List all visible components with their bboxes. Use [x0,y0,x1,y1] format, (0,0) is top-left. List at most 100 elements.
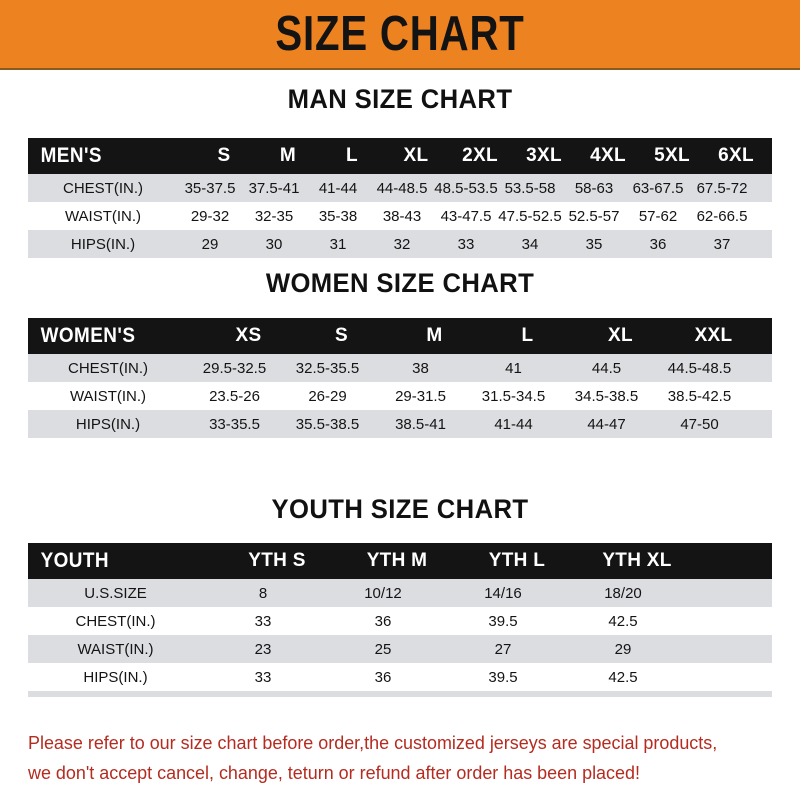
women-size-header: XXL [694,325,733,346]
youth-measurement-cell: 25 [374,640,392,658]
men-size-header: 2XL [462,145,498,166]
women-measurement-cell: 31.5-34.5 [481,387,546,405]
men-measurement-cell: 35-37.5 [184,179,236,197]
youth-measurement-cell: 18/20 [604,584,642,602]
men-measurement-cell: 48.5-53.5 [434,179,498,197]
women-size-header: S [335,325,348,346]
men-measurement-cell: 33 [457,235,475,253]
men-measurement-cell: 37 [713,235,731,253]
men-measurement-cell: 32 [393,235,411,253]
youth-measurement-cell: 36 [374,668,392,686]
women-measurement-cell: 35.5-38.5 [295,415,360,433]
table-row: WAIST(IN.) 23.5-26 26-29 29-31.5 31.5-34.5 34… [28,382,772,410]
women-header-row: WOMEN'S XS S M L XL XXL [28,318,772,354]
women-size-table: WOMEN'S XS S M L XL XXL CHEST(IN.) 29.5-32.5 32.5… [28,318,772,444]
men-measurement-cell: 29 [201,235,219,253]
youth-measurement-cell: 27 [494,640,512,658]
women-measurement-cell: 26-29 [308,387,347,405]
women-section-title: WOMEN SIZE CHART [265,268,535,298]
women-measurement-cell: 38 [412,359,429,377]
men-measurement-cell: 63-67.5 [632,179,684,197]
men-row-label: CHEST(IN.) [63,179,143,197]
youth-measurement-cell: 10/12 [364,584,402,602]
women-measurement-cell: 38.5-41 [395,415,446,433]
order-policy-line-1: Please refer to our size chart before or… [28,732,718,753]
women-measurement-cell: 38.5-42.5 [667,387,732,405]
order-policy-line-2: we don't accept cancel, change, teturn o… [28,762,640,783]
men-measurement-cell: 29-32 [190,207,230,225]
women-measurement-cell: 29.5-32.5 [202,359,267,377]
youth-measurement-cell: 33 [254,668,272,686]
table-row: WAIST(IN.) 29-32 32-35 35-38 38-43 43-47.5 47.… [28,202,772,230]
men-measurement-cell: 47.5-52.5 [498,207,562,225]
men-measurement-cell: 34 [521,235,539,253]
youth-size-header: YTH L [488,550,546,571]
youth-measurement-cell: 39.5 [488,668,518,686]
men-size-header: 4XL [590,145,626,166]
women-size-header: M [426,325,443,346]
youth-measurement-cell: 42.5 [608,612,638,630]
table-row: HIPS(IN.) 29 30 31 32 33 34 35 36 37 [28,230,772,258]
youth-size-header: YTH XL [602,550,672,571]
men-measurement-cell: 30 [265,235,283,253]
men-measurement-cell: 53.5-58 [504,179,556,197]
youth-size-table: YOUTH YTH S YTH M YTH L YTH XL U.S.SIZE 8 10/12… [28,543,772,697]
youth-row-label: WAIST(IN.) [77,640,154,658]
women-size-header: XL [608,325,633,346]
women-measurement-cell: 44.5-48.5 [667,359,732,377]
page-banner: SIZE CHART [0,0,800,70]
women-size-header: L [521,325,534,346]
men-measurement-cell: 58-63 [574,179,614,197]
table-row: HIPS(IN.) 33 36 39.5 42.5 [28,663,772,691]
men-measurement-cell: 35-38 [318,207,358,225]
women-measurement-cell: 34.5-38.5 [574,387,639,405]
men-measurement-cell: 36 [649,235,667,253]
men-measurement-cell: 32-35 [254,207,294,225]
youth-measurement-cell: 39.5 [488,612,518,630]
youth-corner-label: YOUTH [40,549,109,572]
youth-row-label: CHEST(IN.) [75,612,156,630]
men-measurement-cell: 41-44 [318,179,358,197]
youth-measurement-cell: 8 [258,584,268,602]
men-measurement-cell: 38-43 [382,207,422,225]
men-measurement-cell: 37.5-41 [248,179,300,197]
youth-size-header: YTH M [366,550,428,571]
youth-measurement-cell: 42.5 [608,668,638,686]
men-size-header: M [279,145,297,166]
men-measurement-cell: 52.5-57 [568,207,620,225]
table-row: CHEST(IN.) 29.5-32.5 32.5-35.5 38 41 44.5 44.5… [28,354,772,382]
women-measurement-cell: 44.5 [591,359,622,377]
youth-size-header: YTH S [248,550,306,571]
men-measurement-cell: 67.5-72 [696,179,748,197]
women-measurement-cell: 41 [505,359,522,377]
women-row-label: CHEST(IN.) [68,359,148,377]
women-measurement-cell: 29-31.5 [395,387,446,405]
men-size-header: L [346,145,358,166]
youth-row-label: U.S.SIZE [84,584,147,602]
women-measurement-cell: 33-35.5 [209,415,260,433]
youth-header-row: YOUTH YTH S YTH M YTH L YTH XL [28,543,772,579]
women-corner-label: WOMEN'S [40,324,136,347]
women-measurement-cell: 32.5-35.5 [295,359,360,377]
women-measurement-cell: 47-50 [680,415,719,433]
men-measurement-cell: 57-62 [638,207,678,225]
men-table-footer-strip [28,258,772,264]
men-section-title: MAN SIZE CHART [287,84,513,114]
page-title: SIZE CHART [275,6,525,61]
men-size-table: MEN'S S M L XL 2XL 3XL 4XL 5XL 6XL CHEST(IN.) 35-37… [28,138,772,264]
youth-measurement-cell: 23 [254,640,272,658]
table-row: WAIST(IN.) 23 25 27 29 [28,635,772,663]
youth-section-title: YOUTH SIZE CHART [271,494,529,524]
men-row-label: WAIST(IN.) [64,207,142,225]
women-measurement-cell: 23.5-26 [209,387,260,405]
men-header-row: MEN'S S M L XL 2XL 3XL 4XL 5XL 6XL [28,138,772,174]
women-size-header: XS [235,325,262,346]
order-policy-note: Please refer to our size chart before or… [28,728,754,788]
men-measurement-cell: 43-47.5 [440,207,492,225]
men-corner-label: MEN'S [40,144,102,167]
youth-measurement-cell: 14/16 [484,584,522,602]
youth-row-label: HIPS(IN.) [83,668,148,686]
table-row: CHEST(IN.) 35-37.5 37.5-41 41-44 44-48.5 48.5… [28,174,772,202]
men-size-header: 3XL [526,145,562,166]
women-measurement-cell: 41-44 [494,415,533,433]
